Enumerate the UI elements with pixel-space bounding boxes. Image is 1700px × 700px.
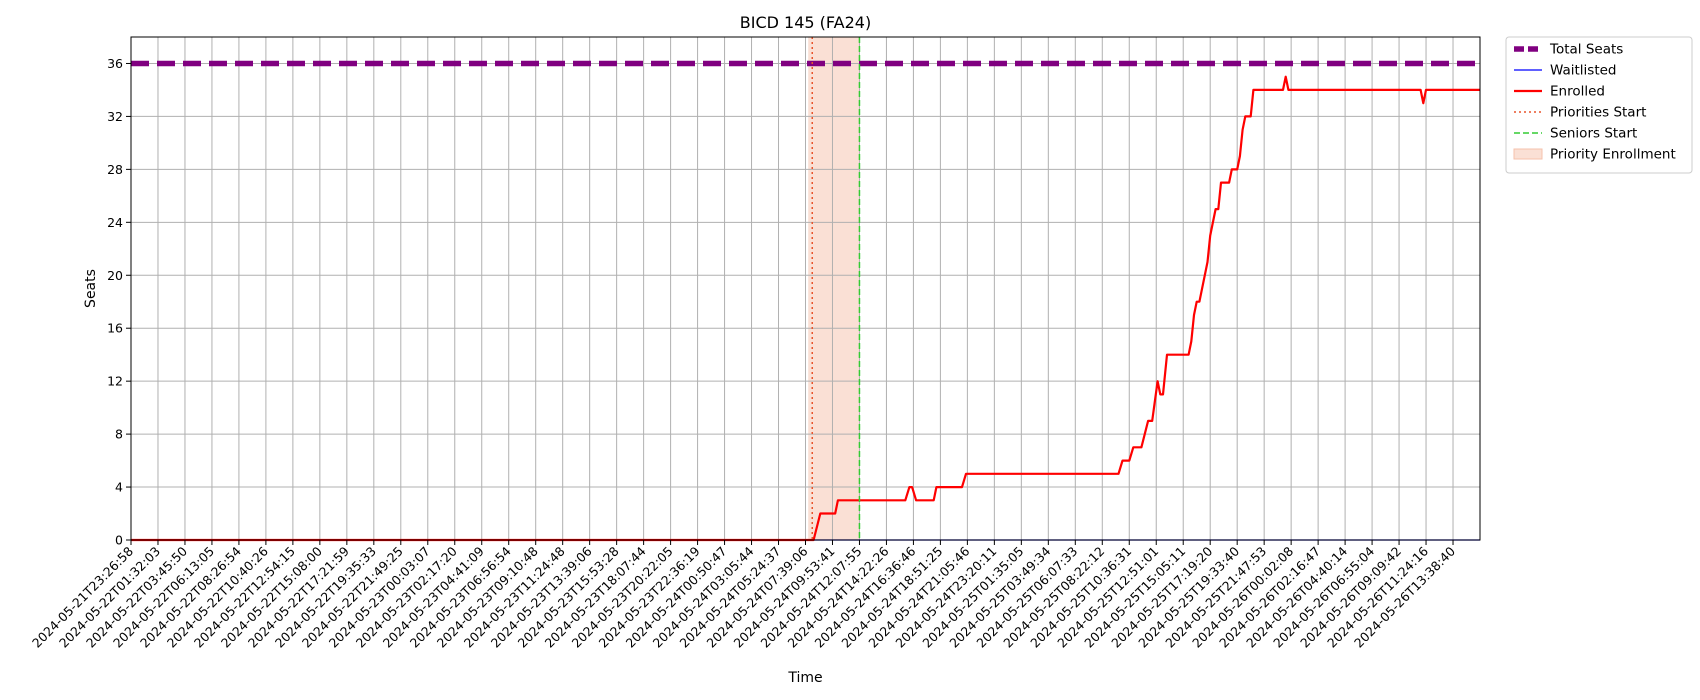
y-tick-label: 20 bbox=[107, 268, 123, 283]
x-axis-label: Time bbox=[787, 670, 822, 686]
legend-label-priority-enrollment: Priority Enrollment bbox=[1550, 147, 1676, 163]
y-tick-label: 28 bbox=[107, 162, 123, 177]
legend-label-total-seats: Total Seats bbox=[1549, 42, 1623, 58]
enrolled-line bbox=[131, 75, 1480, 542]
y-tick-label: 24 bbox=[107, 215, 123, 230]
legend-box bbox=[1505, 36, 1693, 174]
legend: Total Seats Waitlisted Enrolled Priorities … bbox=[1505, 36, 1693, 174]
y-tick-label: 36 bbox=[107, 56, 123, 71]
y-tick-label: 16 bbox=[107, 321, 123, 336]
y-tick-label: 4 bbox=[115, 480, 123, 495]
y-tick-label: 8 bbox=[115, 427, 123, 442]
legend-label-waitlisted: Waitlisted bbox=[1550, 63, 1617, 79]
y-axis-label: Seats bbox=[83, 269, 99, 308]
legend-label-enrolled: Enrolled bbox=[1550, 84, 1605, 100]
legend-label-priorities-start: Priorities Start bbox=[1550, 105, 1646, 121]
priority-enrollment-region bbox=[808, 37, 860, 540]
y-tick-label: 0 bbox=[115, 533, 123, 548]
legend-label-seniors-start: Seniors Start bbox=[1550, 126, 1637, 142]
y-tick-label: 12 bbox=[107, 374, 123, 389]
chart-title: BICD 145 (FA24) bbox=[740, 13, 871, 32]
y-tick-label: 32 bbox=[107, 109, 123, 124]
legend-swatch-priority-enrollment bbox=[1513, 148, 1543, 160]
